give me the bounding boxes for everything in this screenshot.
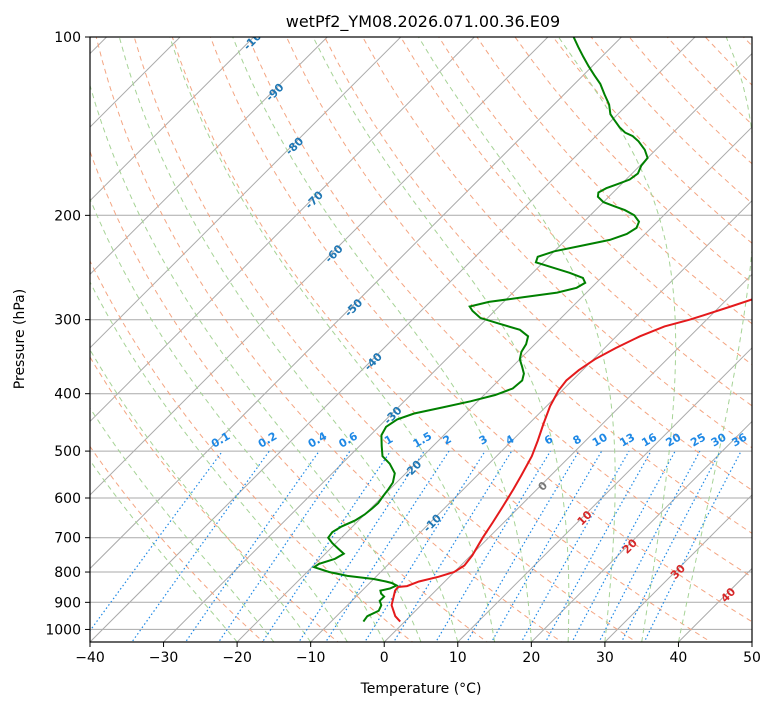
y-axis-label: Pressure (hPa) xyxy=(12,289,28,389)
y-tick-label: 1000 xyxy=(45,622,81,638)
y-tick-label: 500 xyxy=(54,444,81,460)
x-tick-label: 10 xyxy=(449,650,467,666)
x-tick-label: 0 xyxy=(380,650,389,666)
y-tick-label: 100 xyxy=(54,30,81,46)
y-tick-label: 800 xyxy=(54,565,81,581)
x-axis-label: Temperature (°C) xyxy=(360,681,482,697)
y-tick-label: 900 xyxy=(54,595,81,611)
x-tick-label: 40 xyxy=(670,650,688,666)
x-tick-label: −30 xyxy=(149,650,179,666)
x-tick-label: 30 xyxy=(596,650,614,666)
y-tick-label: 200 xyxy=(54,208,81,224)
y-tick-label: 300 xyxy=(54,313,81,329)
x-tick-label: −20 xyxy=(222,650,252,666)
chart-title: wetPf2_YM08.2026.071.00.36.E09 xyxy=(286,12,560,32)
x-tick-label: 50 xyxy=(743,650,761,666)
y-tick-label: 600 xyxy=(54,491,81,507)
y-tick-label: 700 xyxy=(54,531,81,547)
x-tick-label: 20 xyxy=(522,650,540,666)
y-tick-label: 400 xyxy=(54,387,81,403)
x-tick-label: −10 xyxy=(296,650,326,666)
x-tick-label: −40 xyxy=(75,650,105,666)
